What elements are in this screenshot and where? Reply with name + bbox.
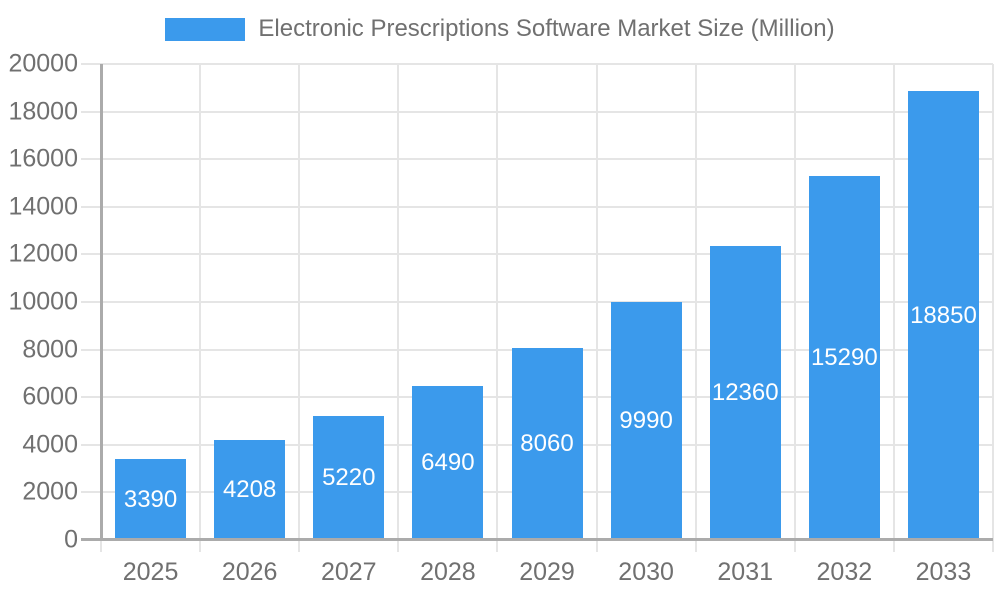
bar-value-label: 4208 [222, 475, 277, 503]
bar[interactable] [511, 348, 583, 540]
y-gridline [81, 63, 993, 65]
y-gridline [81, 205, 993, 208]
bar[interactable] [808, 176, 880, 540]
x-gridline [992, 64, 994, 552]
x-tick-label: 2025 [122, 558, 179, 586]
x-gridline [199, 64, 202, 552]
x-axis-line [81, 538, 993, 541]
y-axis-line [100, 64, 103, 540]
x-tick-label: 2026 [221, 558, 278, 586]
y-gridline [81, 158, 993, 161]
x-gridline [496, 64, 499, 552]
y-tick-label: 10000 [8, 287, 78, 316]
x-tick-label: 2032 [816, 558, 873, 586]
bar[interactable] [610, 302, 682, 540]
x-tick-label: 2031 [717, 558, 774, 586]
y-tick-label: 20000 [8, 49, 78, 78]
y-tick-label: 8000 [22, 335, 78, 364]
x-gridline [397, 64, 400, 552]
x-tick-label: 2029 [519, 558, 575, 586]
bar-value-label: 15290 [810, 344, 878, 372]
legend-label: Electronic Prescriptions Software Market… [258, 15, 835, 42]
y-tick-label: 6000 [22, 382, 78, 411]
bar[interactable] [412, 385, 484, 540]
bar[interactable] [907, 91, 979, 540]
bar-value-label: 3390 [123, 485, 178, 513]
x-gridline [694, 64, 697, 552]
x-gridline [595, 64, 598, 552]
bar-value-label: 8060 [520, 430, 574, 458]
y-tick-label: 2000 [22, 477, 78, 506]
bar[interactable] [115, 459, 187, 540]
legend-swatch-icon [165, 17, 246, 41]
bar[interactable] [709, 245, 781, 540]
y-gridline [81, 253, 993, 256]
bar-value-label: 5220 [322, 463, 376, 491]
bar[interactable] [214, 439, 286, 540]
y-tick-label: 14000 [8, 192, 78, 221]
y-tick-label: 0 [64, 525, 78, 554]
x-gridline [298, 64, 301, 552]
y-gridline [81, 301, 993, 303]
legend-item[interactable]: Electronic Prescriptions Software Market… [165, 15, 835, 43]
y-gridline [81, 110, 993, 113]
x-tick-label: 2027 [320, 558, 377, 586]
y-tick-label: 16000 [8, 144, 78, 173]
bar-value-label: 12360 [711, 378, 779, 406]
x-tick-label: 2028 [420, 558, 476, 586]
x-tick-label: 2033 [915, 558, 972, 586]
bar[interactable] [313, 415, 385, 540]
x-gridline [892, 64, 895, 552]
x-gridline [793, 64, 796, 552]
legend: Electronic Prescriptions Software Market… [0, 15, 1000, 43]
plot-area: 0 2000 4000 6000 8000 10000 12000 14000 16000 180… [8, 50, 994, 586]
y-tick-label: 4000 [22, 430, 78, 459]
y-tick-label: 12000 [8, 239, 78, 268]
bar-value-label: 6490 [421, 448, 475, 476]
bar-value-label: 18850 [910, 301, 977, 329]
x-tick-label: 2030 [618, 558, 674, 586]
bar-value-label: 9990 [619, 407, 673, 435]
y-tick-label: 18000 [8, 97, 78, 126]
